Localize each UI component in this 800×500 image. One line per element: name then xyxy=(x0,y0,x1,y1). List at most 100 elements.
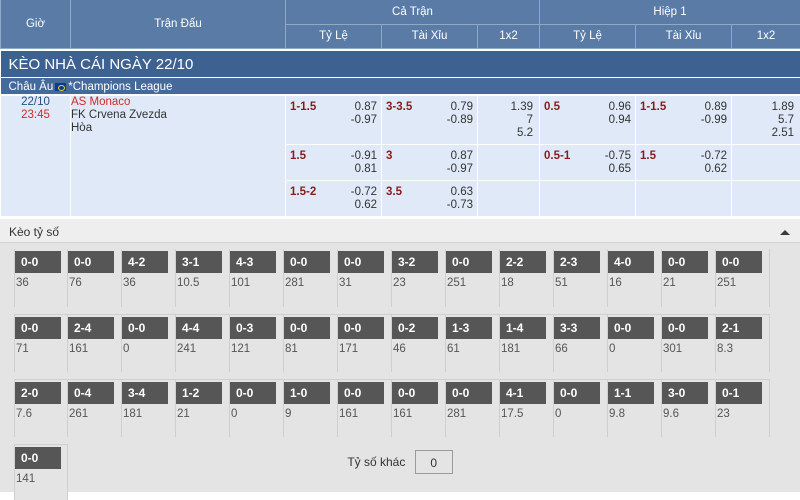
score-chip[interactable]: 0-4 xyxy=(68,381,114,404)
score-odd[interactable]: 181 xyxy=(501,342,521,355)
score-odd[interactable]: 281 xyxy=(447,407,467,420)
correct-score-cell[interactable]: 0-0 161 xyxy=(338,378,392,437)
score-chip[interactable]: 3-4 xyxy=(122,381,168,404)
score-chip[interactable]: 4-4 xyxy=(176,316,222,339)
handicap-home-odd[interactable]: 0.96 xyxy=(608,100,632,113)
score-chip[interactable]: 0-0 xyxy=(284,316,330,339)
score-chip[interactable]: 0-0 xyxy=(446,250,492,273)
handicap-home-odd[interactable]: -0.75 xyxy=(604,149,632,162)
correct-score-cell[interactable]: 0-0 0 xyxy=(554,378,608,437)
score-chip[interactable]: 0-0 xyxy=(15,250,61,273)
correct-score-cell[interactable]: 4-0 16 xyxy=(608,248,662,307)
score-chip[interactable]: 3-2 xyxy=(392,250,438,273)
score-chip[interactable]: 2-1 xyxy=(716,316,762,339)
score-odd[interactable]: 181 xyxy=(123,407,143,420)
full-handicap-line-1[interactable]: 1-1.5 0.87 -0.97 xyxy=(285,94,382,145)
score-odd[interactable]: 161 xyxy=(393,407,413,420)
full-overunder-line-3[interactable]: 3.5 0.63 -0.73 xyxy=(381,179,478,217)
correct-score-cell[interactable]: 3-0 9.6 xyxy=(662,378,716,437)
correct-score-cell[interactable]: 0-0 36 xyxy=(14,248,68,307)
score-odd[interactable]: 9.8 xyxy=(609,407,625,420)
correct-score-cell[interactable]: 1-4 181 xyxy=(500,313,554,372)
score-odd[interactable]: 66 xyxy=(555,342,568,355)
half-1x2-cell[interactable]: 1.89 5.7 2.51 xyxy=(731,94,800,145)
score-chip[interactable]: 0-0 xyxy=(662,316,708,339)
score-chip[interactable]: 0-0 xyxy=(662,250,708,273)
score-chip[interactable]: 3-0 xyxy=(662,381,708,404)
score-odd[interactable]: 10.5 xyxy=(177,276,200,289)
correct-score-cell[interactable]: 0-0 0 xyxy=(122,313,176,372)
half-overunder-line-1[interactable]: 1-1.5 0.89 -0.99 xyxy=(635,94,733,145)
ou-over-odd[interactable]: 0.63 xyxy=(450,185,473,198)
score-odd[interactable]: 61 xyxy=(447,342,460,355)
score-chip[interactable]: 0-3 xyxy=(230,316,276,339)
score-chip[interactable]: 4-0 xyxy=(608,250,654,273)
score-chip[interactable]: 0-0 xyxy=(230,381,276,404)
ou-under-odd[interactable]: -0.99 xyxy=(700,113,728,126)
correct-score-cell[interactable]: 0-0 161 xyxy=(392,378,446,437)
correct-score-cell[interactable]: 1-1 9.8 xyxy=(608,378,662,437)
correct-score-header[interactable]: Kèo tỷ số xyxy=(0,216,800,243)
correct-score-cell[interactable]: 1-3 61 xyxy=(446,313,500,372)
score-odd[interactable]: 8.3 xyxy=(717,342,733,355)
score-chip[interactable]: 1-3 xyxy=(446,316,492,339)
score-odd[interactable]: 161 xyxy=(339,407,359,420)
full-overunder-line-2[interactable]: 3 0.87 -0.97 xyxy=(381,143,478,181)
score-chip[interactable]: 0-0 xyxy=(554,381,600,404)
correct-score-cell[interactable]: 2-4 161 xyxy=(68,313,122,372)
score-chip[interactable]: 3-1 xyxy=(176,250,222,273)
score-odd[interactable]: 16 xyxy=(609,276,622,289)
full-overunder-line-1[interactable]: 3-3.5 0.79 -0.89 xyxy=(381,94,478,145)
score-odd[interactable]: 121 xyxy=(231,342,251,355)
score-odd[interactable]: 0 xyxy=(609,342,616,355)
other-score-value[interactable]: 0 xyxy=(414,449,453,474)
score-chip[interactable]: 1-0 xyxy=(284,381,330,404)
chevron-up-icon[interactable] xyxy=(780,229,790,235)
ou-under-odd[interactable]: -0.89 xyxy=(446,113,473,126)
score-odd[interactable]: 21 xyxy=(663,276,676,289)
correct-score-cell[interactable]: 0-0 76 xyxy=(68,248,122,307)
score-odd[interactable]: 101 xyxy=(231,276,251,289)
score-odd[interactable]: 241 xyxy=(177,342,197,355)
half-overunder-line-2[interactable]: 1.5 -0.72 0.62 xyxy=(635,143,733,181)
score-odd[interactable]: 23 xyxy=(717,407,730,420)
full-1x2-cell[interactable]: 1.39 7 5.2 xyxy=(476,94,541,145)
score-odd[interactable]: 141 xyxy=(16,472,36,485)
score-chip[interactable]: 0-0 xyxy=(608,316,654,339)
correct-score-cell[interactable]: 0-0 251 xyxy=(446,248,500,307)
score-odd[interactable]: 46 xyxy=(393,342,406,355)
correct-score-cell[interactable]: 0-1 23 xyxy=(716,378,770,437)
half-1x2-home[interactable]: 1.89 xyxy=(771,100,795,113)
half-1x2-draw[interactable]: 5.7 xyxy=(778,113,795,126)
score-odd[interactable]: 71 xyxy=(16,342,29,355)
handicap-away-odd[interactable]: 0.94 xyxy=(608,113,632,126)
score-chip[interactable]: 0-0 xyxy=(338,316,384,339)
score-chip[interactable]: 0-0 xyxy=(716,250,762,273)
correct-score-cell[interactable]: 0-0 251 xyxy=(716,248,770,307)
correct-score-cell[interactable]: 1-0 9 xyxy=(284,378,338,437)
score-chip[interactable]: 2-4 xyxy=(68,316,114,339)
score-chip[interactable]: 2-2 xyxy=(500,250,546,273)
correct-score-cell[interactable]: 0-4 261 xyxy=(68,378,122,437)
score-odd[interactable]: 301 xyxy=(663,342,683,355)
correct-score-cell[interactable]: 4-3 101 xyxy=(230,248,284,307)
correct-score-cell[interactable]: 4-2 36 xyxy=(122,248,176,307)
correct-score-cell[interactable]: 0-0 81 xyxy=(284,313,338,372)
ou-under-odd[interactable]: 0.62 xyxy=(704,162,728,175)
score-chip[interactable]: 0-0 xyxy=(15,446,61,469)
score-chip[interactable]: 0-2 xyxy=(392,316,438,339)
correct-score-cell[interactable]: 2-1 8.3 xyxy=(716,313,770,372)
correct-score-cell[interactable]: 3-4 181 xyxy=(122,378,176,437)
correct-score-cell[interactable]: 0-0 71 xyxy=(14,313,68,372)
score-odd[interactable]: 261 xyxy=(69,407,89,420)
handicap-home-odd[interactable]: -0.72 xyxy=(350,185,377,198)
score-odd[interactable]: 251 xyxy=(447,276,467,289)
ou-over-odd[interactable]: 0.79 xyxy=(450,100,473,113)
score-odd[interactable]: 161 xyxy=(69,342,89,355)
score-odd[interactable]: 9.6 xyxy=(663,407,679,420)
score-odd[interactable]: 17.5 xyxy=(501,407,524,420)
score-odd[interactable]: 0 xyxy=(555,407,562,420)
correct-score-cell[interactable]: 0-0 301 xyxy=(662,313,716,372)
score-odd[interactable]: 9 xyxy=(285,407,292,420)
half-handicap-line-2[interactable]: 0.5-1 -0.75 0.65 xyxy=(539,143,637,181)
